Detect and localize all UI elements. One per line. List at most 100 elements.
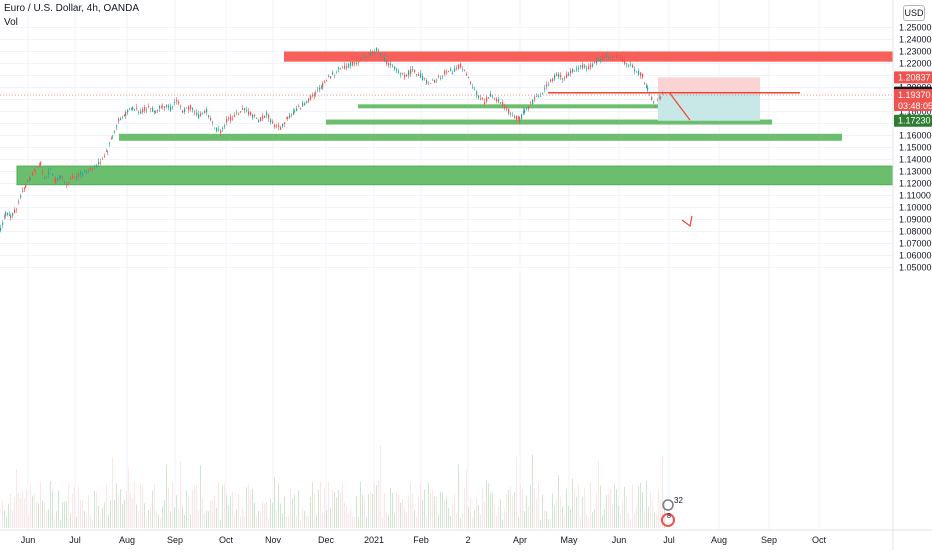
currency-button[interactable]: USD [903, 5, 925, 21]
volume-bar [474, 510, 475, 528]
candle-body [653, 101, 655, 103]
candle-body [212, 122, 214, 124]
candle-body [258, 120, 260, 122]
volume-bar [234, 515, 235, 528]
candle-body [32, 172, 34, 176]
candle-body [88, 171, 90, 172]
candle-body [304, 103, 306, 106]
volume-bar [46, 510, 47, 528]
candle-body [596, 60, 598, 64]
candle-body [484, 101, 486, 104]
volume-bar [200, 465, 201, 528]
volume-bar [178, 508, 179, 528]
candle-body [127, 109, 129, 113]
volume-bars [2, 445, 665, 528]
candle-body [556, 74, 558, 76]
candle-body [222, 127, 224, 129]
candle-body [74, 177, 76, 179]
volume-bar [460, 518, 461, 528]
candle-body [84, 170, 86, 172]
candle-body [630, 64, 632, 65]
volume-indicator-label[interactable]: Vol [4, 17, 18, 28]
candle-body [98, 161, 100, 164]
candle-body [532, 99, 534, 105]
drawing-lines[interactable]: 32 8 [0, 92, 893, 527]
earnings-event-icon [661, 513, 675, 527]
candle-body [308, 98, 310, 102]
volume-bar [428, 482, 429, 528]
volume-bar [552, 493, 553, 528]
volume-bar [218, 481, 219, 528]
candle-body [286, 118, 288, 119]
volume-bar [660, 499, 661, 528]
candle-body [478, 95, 480, 98]
candle-body [129, 108, 131, 110]
volume-bar [188, 495, 189, 528]
candle-body [22, 191, 24, 192]
candle-body [298, 106, 300, 107]
time-tick-label: Apr [513, 535, 527, 545]
volume-bar [510, 486, 511, 528]
time-axis[interactable]: Jun Jul Aug Sep Oct Nov Dec 2021 Feb 2 Apr May Jun Ju… [0, 529, 932, 545]
candle-body [512, 115, 514, 117]
volume-bar [388, 515, 389, 528]
candle-body [102, 159, 104, 160]
volume-bar [336, 497, 337, 528]
candlesticks [0, 46, 664, 233]
symbol-title[interactable]: Euro / U.S. Dollar, 4h, OANDA [4, 3, 140, 14]
volume-bar [322, 512, 323, 528]
candle-body [196, 112, 198, 115]
volume-bar [522, 488, 523, 528]
candle-body [124, 114, 126, 117]
candle-body [602, 56, 604, 60]
volume-bar [658, 489, 659, 528]
time-tick-label: Feb [413, 535, 429, 545]
volume-bar [610, 489, 611, 528]
candle-body [572, 69, 574, 73]
candle-body [350, 61, 352, 66]
candle-body [204, 110, 206, 113]
drawing-zones[interactable] [16, 51, 894, 186]
volume-bar [88, 495, 89, 528]
volume-bar [500, 499, 501, 528]
volume-bar [618, 505, 619, 528]
candle-body [408, 70, 410, 76]
volume-bar [106, 483, 107, 528]
candle-body [272, 121, 274, 124]
volume-bar [254, 502, 255, 528]
candle-body [37, 166, 39, 168]
candle-body [348, 64, 350, 68]
volume-bar [508, 489, 509, 528]
volume-bar [324, 488, 325, 528]
volume-bar [84, 510, 85, 528]
volume-bar [392, 492, 393, 528]
candle-body [404, 75, 406, 78]
candle-body [644, 83, 646, 84]
volume-bar [358, 516, 359, 528]
volume-bar [648, 506, 649, 528]
candle-body [52, 173, 54, 176]
candle-body [440, 78, 442, 79]
candle-body [358, 61, 360, 63]
volume-bar [362, 494, 363, 528]
volume-bar [28, 516, 29, 528]
price-tick-label: 1.12000 [899, 179, 932, 189]
volume-bar [130, 492, 131, 528]
candle-body [174, 102, 176, 103]
candle-body [5, 212, 7, 216]
candle-body [450, 68, 452, 71]
candle-body [468, 77, 470, 79]
volume-bar [262, 501, 263, 528]
volume-bar [656, 514, 657, 528]
volume-bar [142, 486, 143, 528]
volume-bar [68, 484, 69, 528]
volume-bar [122, 504, 123, 528]
volume-bar [364, 498, 365, 528]
volume-bar [562, 506, 563, 528]
candle-body [554, 75, 556, 80]
candle-body [422, 76, 424, 80]
support-line-3 [119, 133, 842, 141]
candle-body [558, 74, 560, 78]
